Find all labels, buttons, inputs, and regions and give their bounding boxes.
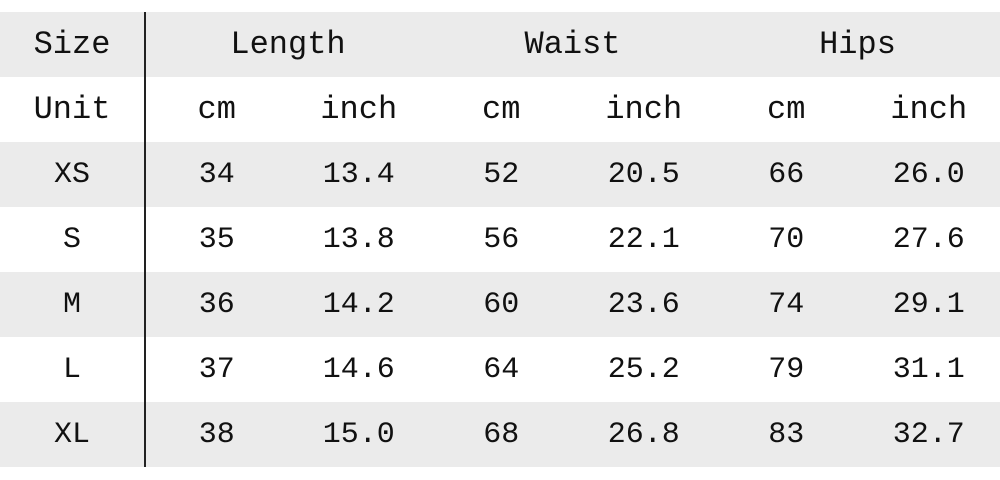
group-header: Hips xyxy=(715,12,1000,77)
measure-cell: 83 xyxy=(715,402,858,467)
measure-cell: 56 xyxy=(483,222,520,257)
measure-cell: 22.1 xyxy=(607,222,680,257)
measure-cell: 15.0 xyxy=(287,402,430,467)
size-label: XL xyxy=(0,402,146,467)
size-table: Size Length Waist Hips Unit cm inch cm inch cm inc… xyxy=(0,12,1000,467)
measure-cell: 52 xyxy=(430,142,573,207)
data-row: XS 34 13.4 52 20.5 66 26.0 xyxy=(0,142,1000,207)
size-label: S xyxy=(0,207,146,272)
header-row: Size Length Waist Hips xyxy=(0,12,1000,77)
data-row: S 35 13.8 56 22.1 70 27.6 xyxy=(0,207,1000,272)
unit-header: Unit xyxy=(0,77,146,142)
data-row: XL 38 15.0 68 26.8 83 32.7 xyxy=(0,402,1000,467)
measure-cell: 31.1 xyxy=(892,352,965,387)
size-label: M xyxy=(0,272,146,337)
measure-cell: 13.4 xyxy=(287,142,430,207)
measure-cell: 38 xyxy=(145,402,288,467)
measure-cell: 68 xyxy=(430,402,573,467)
measure-cell: 20.5 xyxy=(572,142,715,207)
measure-cell: 60 xyxy=(430,272,573,337)
size-chart: Size Length Waist Hips Unit cm inch cm inch cm inc… xyxy=(0,12,1000,467)
size-label: XS xyxy=(0,142,146,207)
measure-cell: 26.8 xyxy=(572,402,715,467)
measure-cell: 35 xyxy=(198,222,235,257)
measure-cell: 32.7 xyxy=(857,402,1000,467)
measure-cell: 13.8 xyxy=(322,222,395,257)
unit-cell: inch xyxy=(890,91,968,128)
data-row: M 36 14.2 60 23.6 74 29.1 xyxy=(0,272,1000,337)
measure-cell: 25.2 xyxy=(607,352,680,387)
unit-cell: cm xyxy=(767,91,806,128)
measure-cell: 36 xyxy=(145,272,288,337)
measure-cell: 66 xyxy=(715,142,858,207)
measure-cell: 23.6 xyxy=(572,272,715,337)
measure-cell: 14.2 xyxy=(287,272,430,337)
unit-cell: inch xyxy=(605,91,683,128)
measure-cell: 79 xyxy=(768,352,805,387)
size-label: L xyxy=(0,337,146,402)
measure-cell: 70 xyxy=(768,222,805,257)
unit-row: Unit cm inch cm inch cm inch xyxy=(0,77,1000,142)
measure-cell: 34 xyxy=(145,142,288,207)
measure-cell: 74 xyxy=(715,272,858,337)
measure-cell: 37 xyxy=(198,352,235,387)
size-header: Size xyxy=(0,12,146,77)
measure-cell: 29.1 xyxy=(857,272,1000,337)
measure-cell: 14.6 xyxy=(322,352,395,387)
measure-cell: 26.0 xyxy=(857,142,1000,207)
group-header: Waist xyxy=(430,12,715,77)
measure-cell: 27.6 xyxy=(892,222,965,257)
measure-cell: 64 xyxy=(483,352,520,387)
unit-cell: cm xyxy=(482,91,521,128)
unit-cell: cm xyxy=(197,91,236,128)
data-row: L 37 14.6 64 25.2 79 31.1 xyxy=(0,337,1000,402)
group-header: Length xyxy=(145,12,430,77)
unit-cell: inch xyxy=(320,91,398,128)
